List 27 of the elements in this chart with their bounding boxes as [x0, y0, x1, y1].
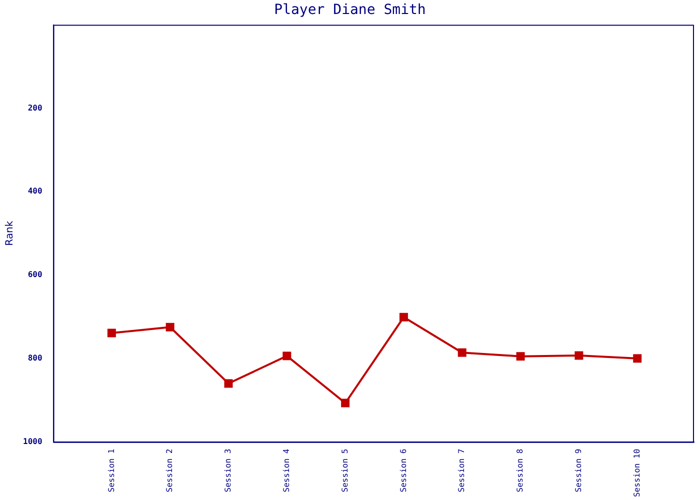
- y-tick-label: 1000: [23, 436, 42, 446]
- point: [107, 328, 116, 338]
- point: [224, 379, 233, 388]
- point: [633, 354, 642, 363]
- y-tick-label: 800: [28, 354, 42, 363]
- x-tick-label: Session 1: [106, 448, 116, 492]
- x-tick-label: Session 2: [165, 448, 174, 492]
- x-tick-label: Session 9: [574, 448, 584, 492]
- x-tick-label: Session 5: [340, 448, 350, 492]
- y-tick-label: 400: [28, 186, 42, 196]
- chart-title: Player Diane Smith: [274, 2, 426, 18]
- point: [341, 398, 350, 408]
- y-tick-label: 600: [28, 270, 42, 280]
- point: [399, 312, 408, 322]
- x-tick-label: Session 8: [516, 448, 525, 492]
- point: [516, 352, 525, 361]
- x-tick-label: Session 6: [398, 448, 408, 492]
- x-tick-label: Session 7: [457, 448, 466, 492]
- point: [574, 351, 584, 360]
- x-tick-label: Session 3: [224, 448, 233, 492]
- point: [458, 348, 466, 357]
- y-axis-title: Rank: [4, 220, 16, 246]
- point: [166, 322, 174, 332]
- y-tick-label: 200: [28, 103, 42, 112]
- x-tick-label: Session 10: [632, 448, 642, 498]
- x-tick-label: Session 4: [282, 448, 291, 492]
- point: [282, 352, 292, 360]
